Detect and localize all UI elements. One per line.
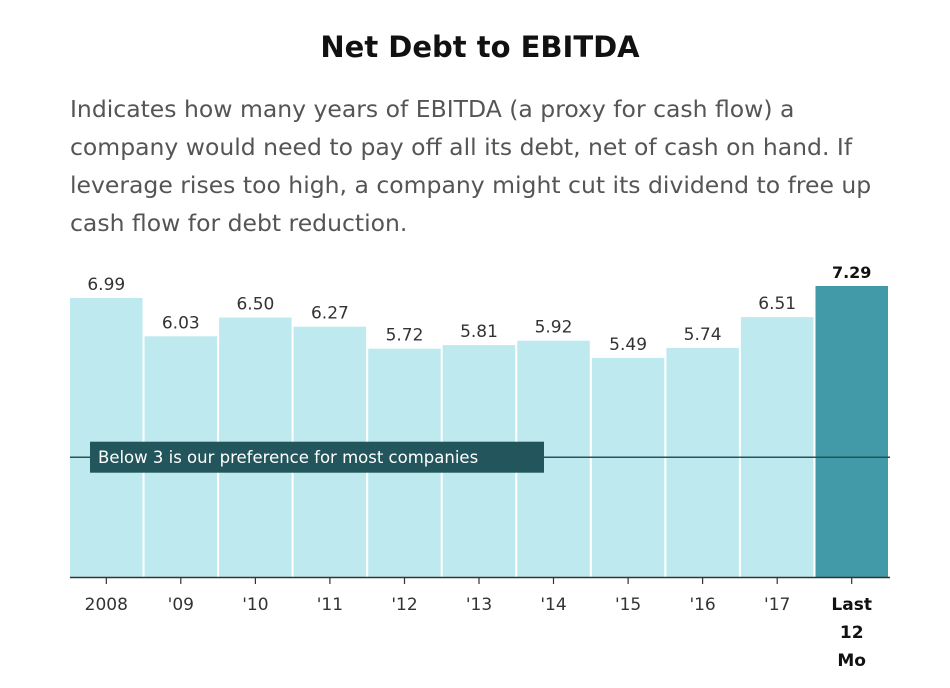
value-label-5: 5.81 [460, 322, 498, 342]
x-tick-label-7: '15 [615, 595, 641, 615]
x-tick-label-4: '12 [391, 595, 417, 615]
x-tick-label-1: '09 [168, 595, 194, 615]
value-label-0: 6.99 [87, 275, 125, 295]
value-label-7: 5.49 [609, 335, 647, 355]
x-tick-label-8: '16 [689, 595, 715, 615]
bar-10 [816, 286, 889, 577]
bar-8 [666, 348, 739, 577]
x-tick-label-2: '10 [242, 595, 268, 615]
bar-7 [592, 358, 665, 577]
value-label-1: 6.03 [162, 313, 200, 333]
value-label-9: 6.51 [758, 294, 796, 314]
value-label-2: 6.50 [236, 295, 274, 315]
value-label-10: 7.29 [832, 263, 871, 282]
reference-label: Below 3 is our preference for most compa… [98, 448, 478, 467]
value-label-6: 5.92 [535, 318, 573, 338]
value-label-8: 5.74 [684, 325, 722, 345]
x-tick-label-5: '13 [466, 595, 492, 615]
x-tick-label-6: '14 [540, 595, 566, 615]
value-label-4: 5.72 [386, 326, 424, 346]
x-tick-label-3: '11 [317, 595, 343, 615]
x-tick-label-10: Last 12 Mo [831, 595, 872, 671]
bar-9 [741, 317, 814, 577]
x-tick-label-9: '17 [764, 595, 790, 615]
value-label-3: 6.27 [311, 304, 349, 324]
bar-0 [70, 298, 143, 577]
x-tick-label-0: 2008 [85, 595, 128, 615]
